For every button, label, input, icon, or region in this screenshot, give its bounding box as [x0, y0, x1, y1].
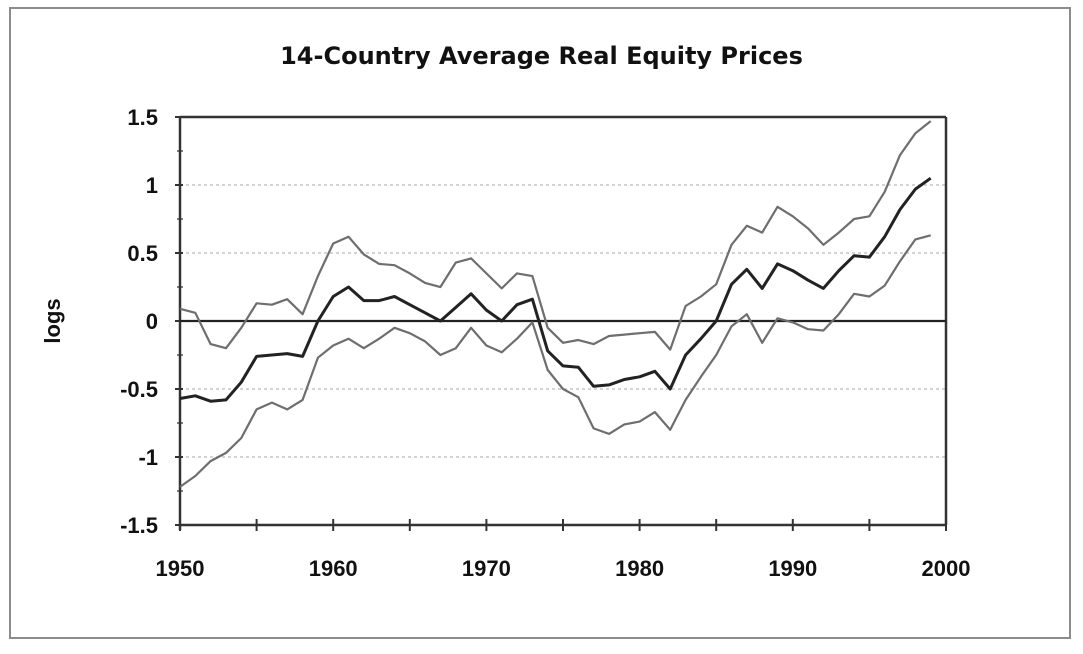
chart-title: 14-Country Average Real Equity Prices — [280, 42, 803, 70]
x-tick-label: 1990 — [768, 556, 817, 581]
series-line-lower — [179, 234, 931, 488]
series-line-upper — [179, 120, 932, 351]
y-tick-label: 0 — [146, 309, 158, 334]
x-tick-label: 1970 — [462, 556, 511, 581]
y-tick-label: 1.5 — [127, 105, 158, 130]
x-tick-label: 1980 — [615, 556, 664, 581]
y-tick-label: 1 — [146, 173, 158, 198]
x-tick-label: 1960 — [309, 556, 358, 581]
y-axis-label: logs — [40, 298, 65, 343]
y-tick-label: -1.5 — [120, 513, 158, 538]
chart-frame — [9, 7, 1071, 639]
x-tick-label: 1950 — [156, 556, 205, 581]
y-tick-label: -1 — [138, 445, 158, 470]
y-tick-label: 0.5 — [127, 241, 158, 266]
series-line-average — [179, 176, 932, 403]
x-tick-label: 2000 — [922, 556, 971, 581]
y-tick-label: -0.5 — [120, 377, 158, 402]
